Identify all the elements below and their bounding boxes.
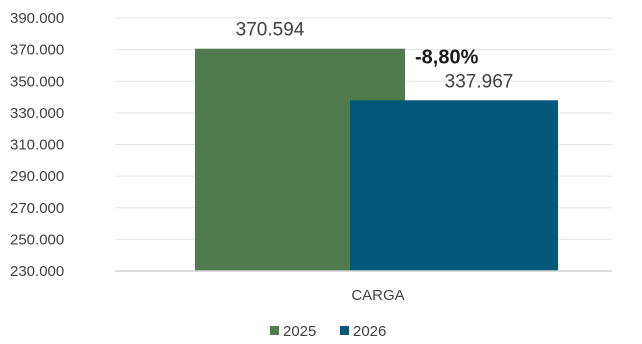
y-tick-label: 250.000 (10, 231, 64, 248)
y-tick-label: 330.000 (10, 105, 64, 122)
y-tick-label: 290.000 (10, 168, 64, 185)
legend-label-2026: 2026 (353, 323, 386, 340)
y-tick-label: 270.000 (10, 200, 64, 217)
legend: 2025 2026 (270, 323, 386, 340)
y-tick-label: 370.000 (10, 42, 64, 59)
y-tick-label: 230.000 (10, 263, 64, 280)
y-tick-label: 390.000 (10, 10, 64, 27)
y-axis-tick-labels: 230.000 250.000 270.000 290.000 310.000 330.0… (10, 10, 64, 280)
legend-label-2025: 2025 (283, 323, 316, 340)
y-tick-label: 350.000 (10, 73, 64, 90)
bar-2026 (350, 100, 558, 271)
category-label: CARGA (351, 287, 404, 304)
legend-swatch-2026 (340, 326, 349, 335)
data-label-2025: 370.594 (236, 20, 305, 41)
y-tick-label: 310.000 (10, 137, 64, 154)
bars (195, 48, 558, 272)
data-label-2026: 337.967 (445, 71, 514, 92)
change-percent-label: -8,80% (415, 47, 479, 69)
legend-swatch-2025 (270, 326, 279, 335)
